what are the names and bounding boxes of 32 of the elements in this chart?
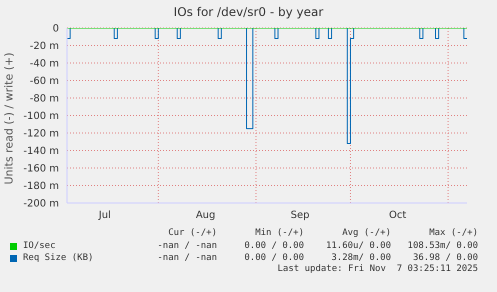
y-tick-label: 0 [52,24,59,35]
y-axis-title: Units read (-) / write (+) [2,52,16,184]
y-tick-label: -60 m [30,76,59,88]
text: 0.00 / 0.00 [243,241,304,251]
y-tick-label: -80 m [30,94,59,105]
legend-label: IO/sec [23,241,57,251]
x-tick-label: Aug [196,210,216,222]
y-tick-label: -180 m [23,181,59,192]
text: 11.60u/ 0.00 [324,241,391,251]
y-tick-label: -200 m [23,198,59,210]
x-tick-label: Jul [98,210,111,222]
text: Min (-/+) [254,228,304,240]
x-tick-label: Oct [389,210,406,222]
text: Avg (-/+) [341,228,391,240]
y-tick-label: -140 m [23,146,59,158]
y-tick-label: -40 m [30,58,59,70]
text: -nan / -nan [156,253,217,263]
text: 108.53m/ 0.00 [406,241,478,251]
legend-label: Req Size (KB) [23,253,94,263]
text: -nan / -nan [156,241,217,251]
text: 36.98 / 0.00 [412,253,478,263]
text: 3.28m/ 0.00 [330,253,391,263]
text: 0.00 / 0.00 [243,253,304,263]
y-tick-label: -160 m [23,164,59,175]
y-tick-label: -100 m [23,111,59,122]
text: Last update: Fri Nov 7 03:25:11 2025 [276,264,478,276]
x-tick-label: Sep [290,210,310,222]
text: Cur (-/+) [167,228,217,240]
y-tick-label: -120 m [23,128,59,140]
chart-title: IOs for /dev/sr0 - by year [172,4,324,21]
y-tick-label: -20 m [30,41,59,52]
text: Max (-/+) [428,228,478,240]
